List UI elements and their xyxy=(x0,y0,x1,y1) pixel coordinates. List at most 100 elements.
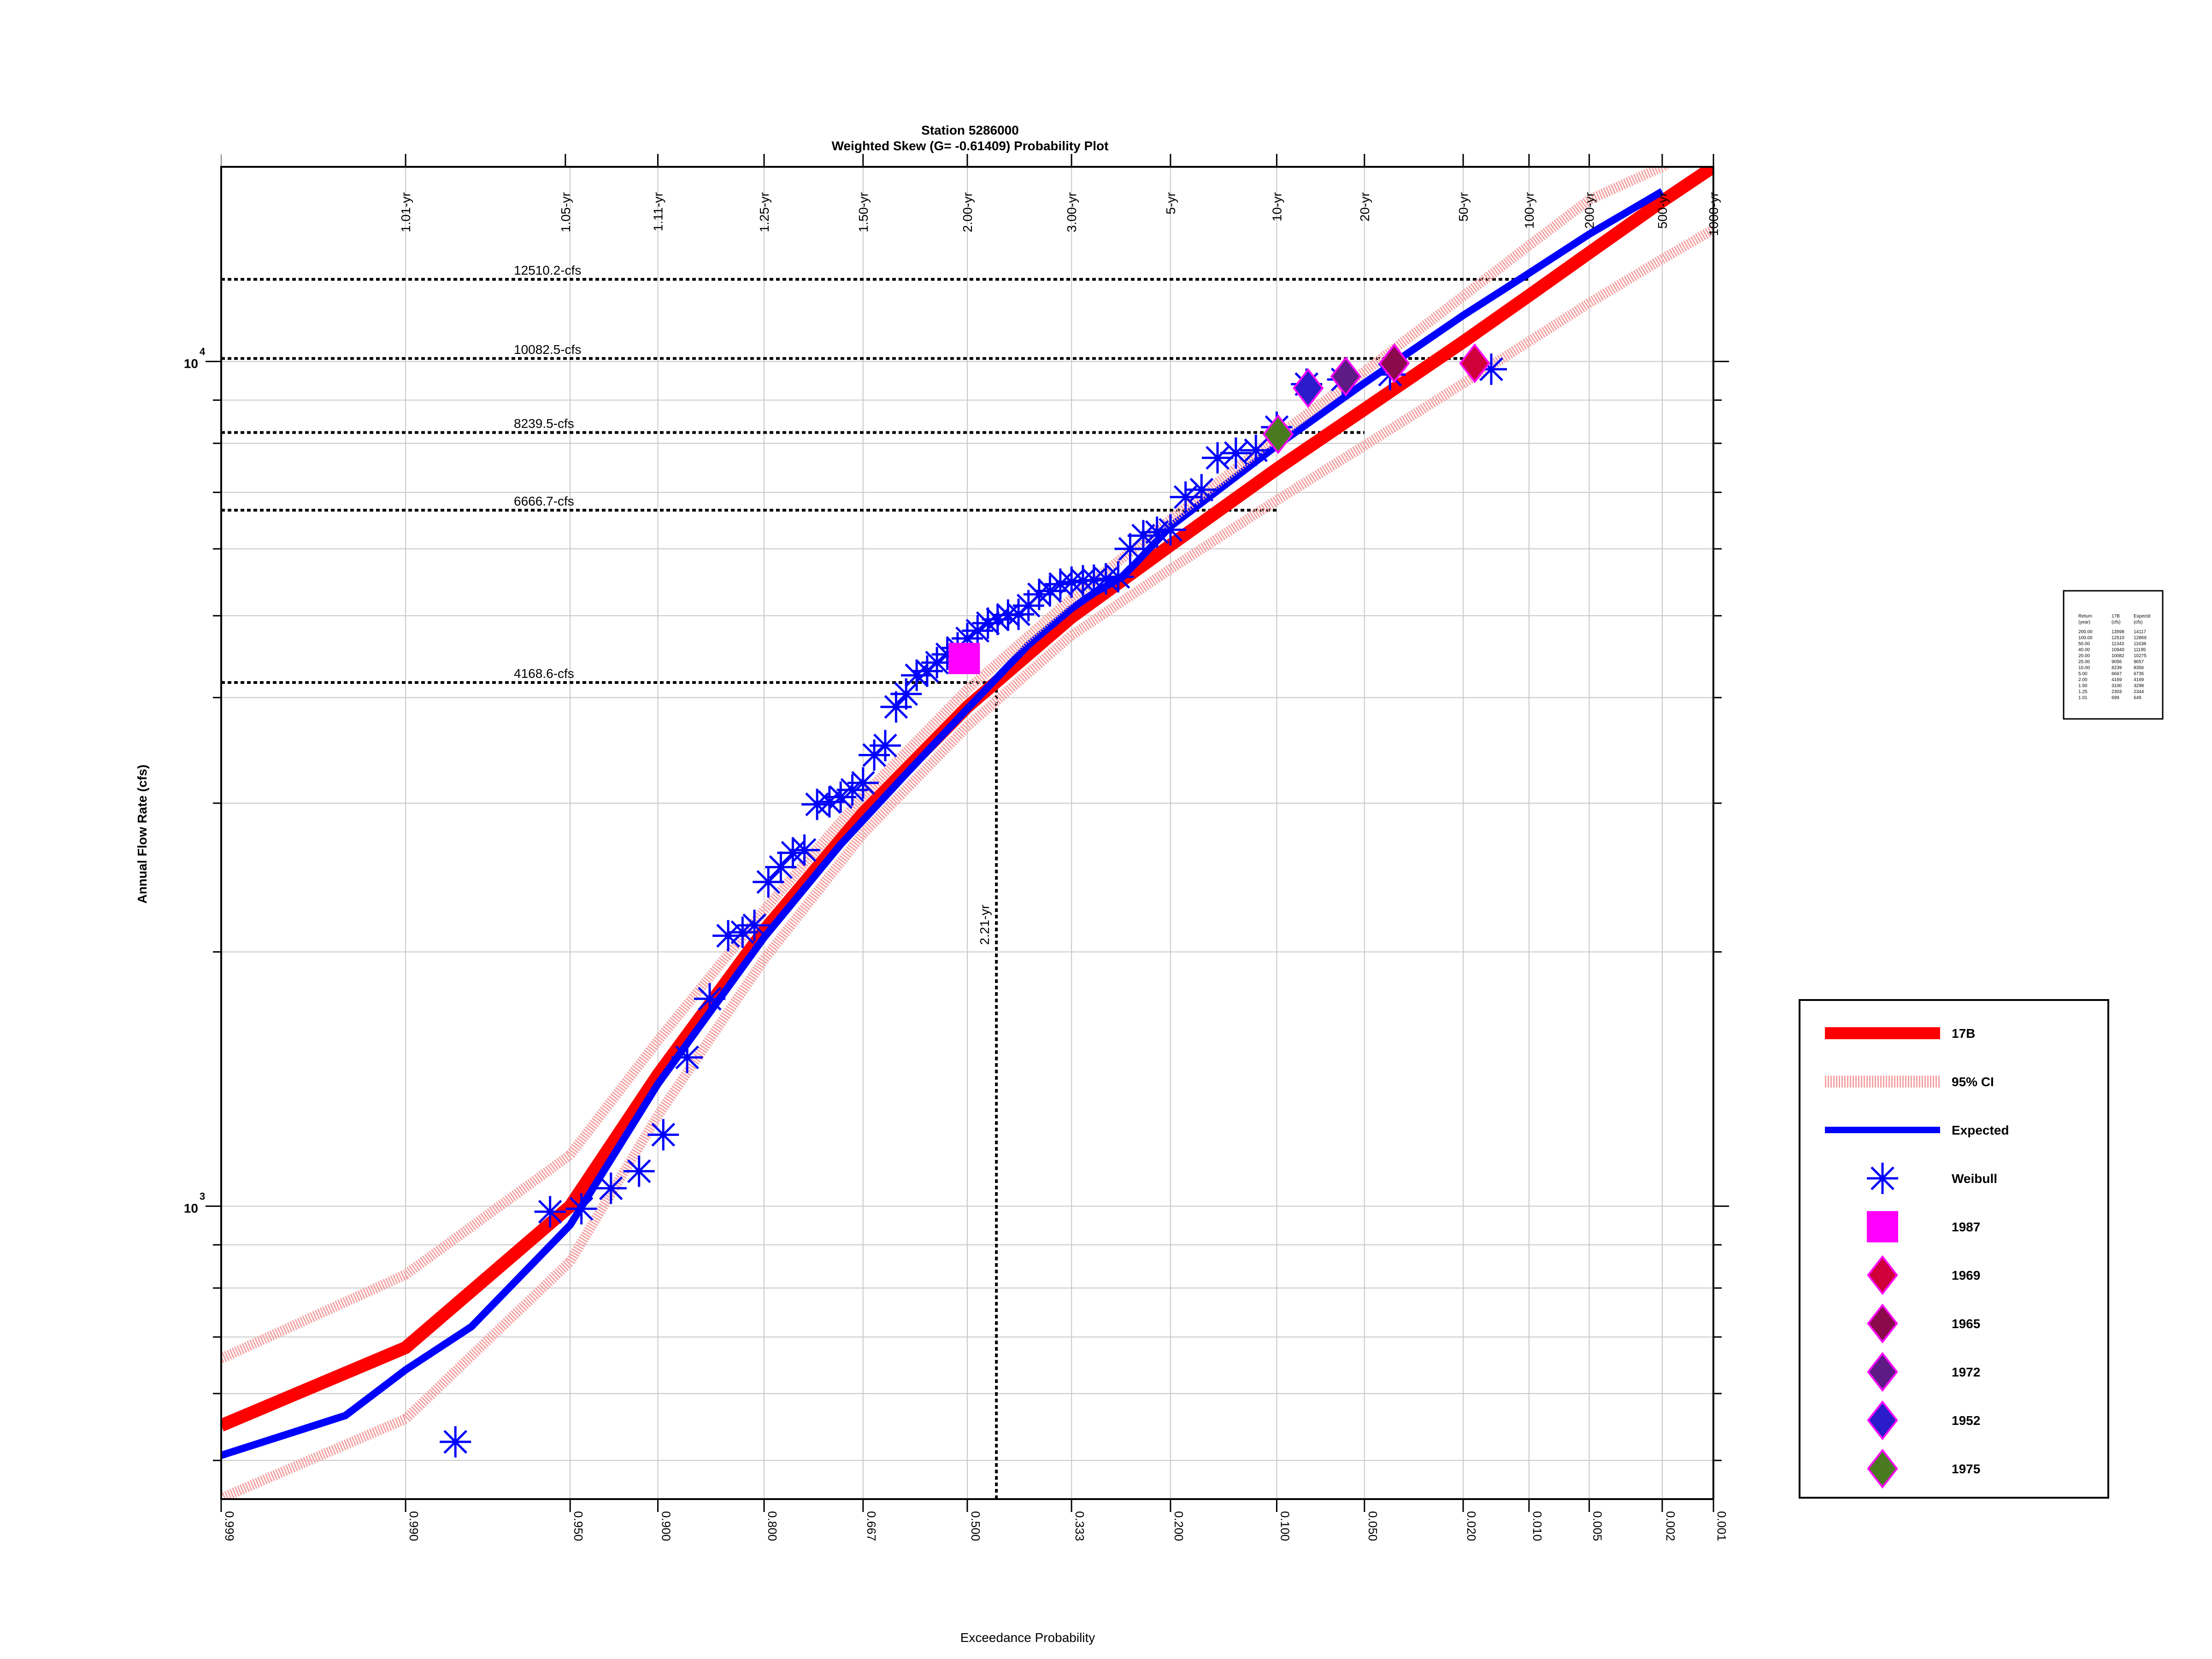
reference-line-label: 8239.5-cfs xyxy=(514,417,574,431)
return-period-label: 500-yr xyxy=(1655,192,1670,229)
weibull-point xyxy=(739,910,771,941)
inset-cell: 11638 xyxy=(2134,641,2147,647)
star-stroke xyxy=(698,987,722,1011)
inset-cell: 11343 xyxy=(2112,641,2124,647)
legend-swatch-square xyxy=(1867,1211,1898,1242)
legend-swatch-diamond xyxy=(1867,1303,1898,1344)
x-tick-label: 0.333 xyxy=(1073,1511,1087,1541)
weibull-point xyxy=(847,767,879,799)
x-tick-label: 0.667 xyxy=(865,1511,878,1541)
star-stroke xyxy=(1244,438,1268,462)
x-tick-label: 0.010 xyxy=(1530,1511,1544,1541)
inset-cell: 4169 xyxy=(2112,677,2122,682)
weibull-point xyxy=(753,866,784,898)
reference-line-label: 12510.2-cfs xyxy=(514,263,581,277)
star-stroke xyxy=(1059,570,1083,594)
inset-cell: 11195 xyxy=(2134,647,2146,653)
weibull-point xyxy=(1220,437,1252,469)
highlight-diamond-1952 xyxy=(1292,368,1324,408)
inset-cell: 10275 xyxy=(2134,653,2147,659)
inset-cell: 6735 xyxy=(2134,671,2144,677)
reference-line-label: 6666.7-cfs xyxy=(514,494,574,508)
inset-cell: 1.25 xyxy=(2078,689,2088,694)
star-stroke xyxy=(1479,357,1503,382)
weibull-point xyxy=(890,678,922,710)
inset-cell: 2.00 xyxy=(2078,677,2088,682)
legend-label: 1972 xyxy=(1952,1365,1980,1379)
star-stroke xyxy=(569,1197,594,1221)
x-tick-label: 0.500 xyxy=(969,1511,982,1541)
data-points xyxy=(440,343,1507,1458)
weibull-point xyxy=(777,837,809,869)
inset-cell: 20.00 xyxy=(2078,653,2090,659)
weibull-point xyxy=(623,1155,655,1187)
weibull-point xyxy=(440,1426,471,1458)
y-tick-label-base: 10 xyxy=(184,1201,198,1215)
inset-table: Return 17B Expectd (year) (cfs) (cfs) 200.00 13… xyxy=(2063,590,2164,720)
star-stroke xyxy=(443,1430,468,1454)
return-period-label: 3.00-yr xyxy=(1065,192,1079,232)
y-axis-label: Annual Flow Rate (cfs) xyxy=(135,765,149,904)
star-stroke xyxy=(894,682,918,706)
x-tick-label: 0.200 xyxy=(1172,1511,1186,1541)
inset-cell: 10.00 xyxy=(2078,665,2090,671)
vertical-reference-label: 2.21-yr xyxy=(977,905,992,945)
x-tick-label: 0.100 xyxy=(1278,1511,1292,1541)
weibull-point xyxy=(1240,435,1272,466)
legend-label: 1965 xyxy=(1952,1317,1980,1331)
x-axis-label: Exceedance Probability xyxy=(960,1630,1095,1645)
star-stroke xyxy=(627,1159,651,1183)
return-period-label: 50-yr xyxy=(1456,192,1471,222)
x-tick-label: 0.950 xyxy=(571,1511,585,1541)
weibull-point xyxy=(825,781,857,813)
legend-label: Expected xyxy=(1952,1123,2009,1137)
y-tick-label-exponent: 4 xyxy=(200,346,206,357)
reference-line-label: 4168.6-cfs xyxy=(514,666,574,681)
weibull-point xyxy=(1186,474,1218,506)
star-stroke xyxy=(1106,565,1130,589)
legend-label: 1987 xyxy=(1952,1220,1980,1234)
weibull-point xyxy=(671,1041,703,1073)
inset-cell: 40.00 xyxy=(2078,647,2090,653)
return-period-label: 200-yr xyxy=(1583,192,1597,229)
inset-cell: 10082 xyxy=(2112,653,2124,659)
chart-title-line1: Station 5286000 xyxy=(921,123,1019,137)
legend-swatch-star xyxy=(1867,1163,1898,1194)
x-tick-label: 0.005 xyxy=(1591,1511,1605,1541)
inset-cell: Expectd xyxy=(2134,614,2150,619)
return-period-label: 20-yr xyxy=(1358,192,1372,222)
weibull-point xyxy=(534,1196,566,1228)
x-tick-label: 0.050 xyxy=(1366,1511,1380,1541)
inset-cell: 2344 xyxy=(2134,689,2144,694)
return-period-label: 1.11-yr xyxy=(651,192,665,231)
inset-cell: (cfs) xyxy=(2112,620,2120,625)
inset-cell: Return xyxy=(2078,614,2092,619)
inset-cell: 100.00 xyxy=(2078,635,2093,641)
inset-cell: 14117 xyxy=(2134,629,2147,635)
legend-swatch-diamond xyxy=(1867,1400,1898,1441)
inset-cell: 9657 xyxy=(2134,659,2144,665)
inset-cell: 50.00 xyxy=(2078,641,2090,647)
inset-cell: 10940 xyxy=(2112,647,2124,653)
weibull-point xyxy=(869,729,901,761)
inset-table-box xyxy=(2063,590,2164,720)
star-stroke xyxy=(651,1123,676,1147)
inset-cell: 1.01 xyxy=(2078,695,2088,700)
inset-cell: 9056 xyxy=(2112,659,2122,665)
highlight-diamond-1965 xyxy=(1378,343,1410,383)
inset-cell: 200.00 xyxy=(2078,629,2093,635)
inset-cell: 12869 xyxy=(2134,635,2147,641)
inset-cell: 17B xyxy=(2112,614,2120,619)
star-stroke xyxy=(851,771,875,795)
inset-cell: (cfs) xyxy=(2134,620,2142,625)
weibull-point xyxy=(565,1193,597,1224)
legend-label: 1952 xyxy=(1952,1413,1980,1428)
star-stroke xyxy=(599,1176,623,1200)
star-stroke xyxy=(675,1045,699,1070)
star-stroke xyxy=(769,855,793,879)
inset-cell: 699 xyxy=(2112,695,2119,700)
return-period-label: 1000-yr xyxy=(1706,192,1721,236)
star-stroke xyxy=(1871,1166,1894,1190)
inset-cell: 5.00 xyxy=(2078,671,2088,677)
return-period-label: 1.50-yr xyxy=(856,192,871,232)
